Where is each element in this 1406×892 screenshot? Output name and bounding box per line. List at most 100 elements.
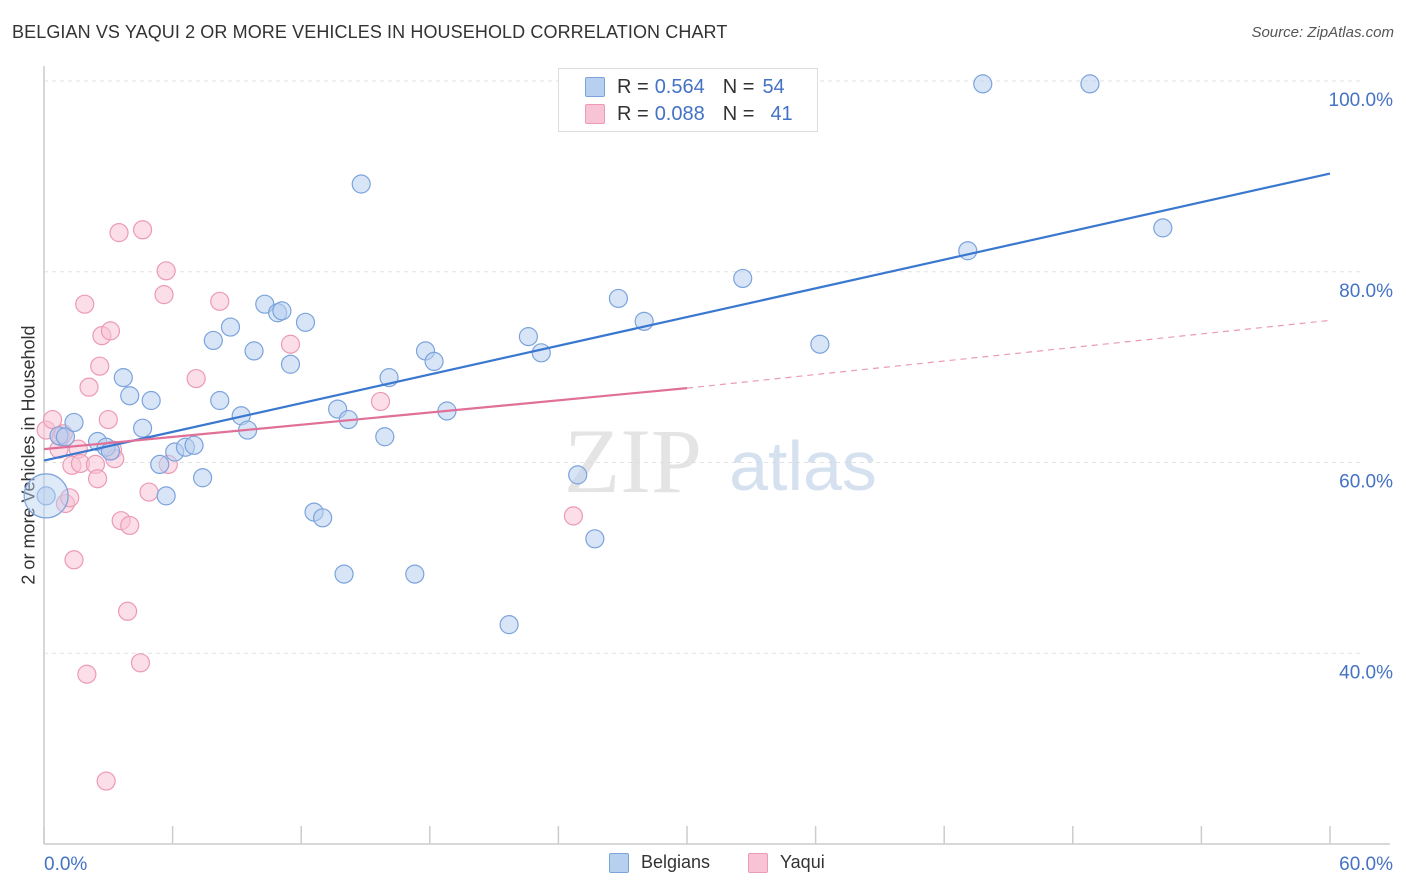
belgian-point-31 [334,564,354,584]
legend-swatch-blue [585,77,605,97]
belgian-point-38 [424,351,444,372]
belgian-point-10 [141,390,161,411]
legend-label-yaqui: Yaqui [780,852,825,872]
legend-swatch-pink [748,852,768,873]
legend-r-label: R = [617,75,649,98]
yaqui-point-35 [280,334,301,354]
yaqui-point-18 [96,771,116,791]
trendlines [43,172,1331,462]
belgian-point-52 [1153,218,1173,238]
belgian-point-50 [973,74,993,94]
belgian-point-8 [120,386,140,406]
legend-swatch-pink [585,104,605,124]
belgian-point-7 [113,368,133,388]
belgian-point-26 [280,354,301,374]
belgian-point-3 [64,412,84,433]
yaqui-point-13 [79,377,99,397]
y-tick-label-80: 80.0% [1339,281,1393,302]
yaqui-point-31 [156,261,176,281]
watermark: ZIP atlas [564,410,877,512]
belgian-point-15 [184,435,204,455]
yaqui-point-12 [77,664,97,684]
yaqui-point-33 [186,368,206,389]
watermark-atlas: atlas [729,427,877,505]
belgian-point-25 [272,301,292,321]
legend-item-yaqui: Yaqui [748,852,825,873]
yaqui-point-20 [100,321,121,341]
correlation-legend: R = 0.564 N = 54 R = 0.088 N = 41 [558,68,818,132]
belgian-point-0 [36,486,56,506]
chart-title: BELGIAN VS YAQUI 2 OR MORE VEHICLES IN H… [12,22,728,42]
legend-n-label: N = [722,75,755,98]
legend-n-value: 41 [770,102,793,125]
series-legend: Belgians Yaqui [0,852,1406,876]
belgian-point-40 [499,615,519,635]
yaqui-point-1 [42,409,63,430]
watermark-zip: ZIP [564,410,702,512]
belgian-trendline [43,172,1331,462]
yaqui-point-27 [130,653,151,673]
yaqui-trendline [43,387,688,451]
belgian-point-51 [1080,74,1100,94]
source-label: Source: ZipAtlas.com [1251,24,1394,41]
yaqui-point-6 [60,488,80,508]
belgian-point-2 [55,427,76,447]
belgian-point-17 [203,330,223,351]
belgian-point-49 [958,241,978,261]
belgian-point-44 [585,529,605,549]
yaqui-point-30 [154,285,174,305]
belgian-point-34 [375,427,395,447]
belgian-point-9 [132,418,153,438]
x-tick-label-min: 0.0% [44,854,87,875]
legend-r-value: 0.564 [654,75,705,98]
legend-swatch-blue [609,852,629,873]
belgian-point-18 [210,390,230,411]
tick-labels: 40.0% 60.0% 80.0% 100.0% 0.0% 60.0% [44,90,1393,875]
yaqui-point-26 [120,515,140,536]
yaqui-point-8 [64,550,84,570]
belgian-point-33 [351,174,371,194]
yaqui-point-29 [139,482,159,502]
belgian-point-41 [518,327,538,347]
legend-r-value: 0.088 [654,102,705,125]
yaqui-point-23 [109,223,129,243]
axes [43,66,1390,845]
belgian-point-12 [156,486,176,506]
belgian-point-42 [531,343,551,363]
belgian-point-16 [193,468,213,488]
y-tick-label-40: 40.0% [1339,662,1393,683]
legend-n-label: N = [722,102,755,125]
belgian-points [23,74,1173,635]
yaqui-point-15 [87,469,108,489]
x-tick-label-max: 60.0% [1339,854,1393,875]
belgian-point-47 [733,268,753,289]
y-tick-label-60: 60.0% [1339,472,1393,493]
belgian-point-45 [608,288,629,309]
belgian-point-36 [405,564,425,584]
belgian-point-22 [244,341,264,361]
yaqui-point-25 [117,601,138,621]
belgian-point-19 [220,317,241,337]
yaqui-point-28 [132,220,153,240]
belgian-point-43 [568,465,588,485]
grid-lines [44,80,1360,654]
legend-row-belgians: R = 0.564 N = 54 [585,74,785,100]
belgian-point-large [23,473,69,519]
yaqui-point-16 [90,356,110,376]
belgian-point-27 [295,312,316,332]
yaqui-point-11 [75,294,95,314]
yaqui-point-34 [210,291,230,311]
belgian-point-11 [150,454,170,475]
belgian-point-29 [313,508,333,528]
legend-n-value: 54 [762,75,785,98]
yaqui-point-19 [98,409,118,430]
yaqui-point-36 [370,391,391,412]
y-tick-label-100: 100.0% [1329,90,1394,111]
legend-label-belgians: Belgians [641,852,711,872]
legend-row-yaqui: R = 0.088 N = 41 [585,101,793,127]
legend-r-label: R = [617,102,649,125]
yaqui-trendline-extension [686,319,1331,389]
yaqui-point-37 [563,506,584,526]
legend-item-belgians: Belgians [609,852,710,873]
